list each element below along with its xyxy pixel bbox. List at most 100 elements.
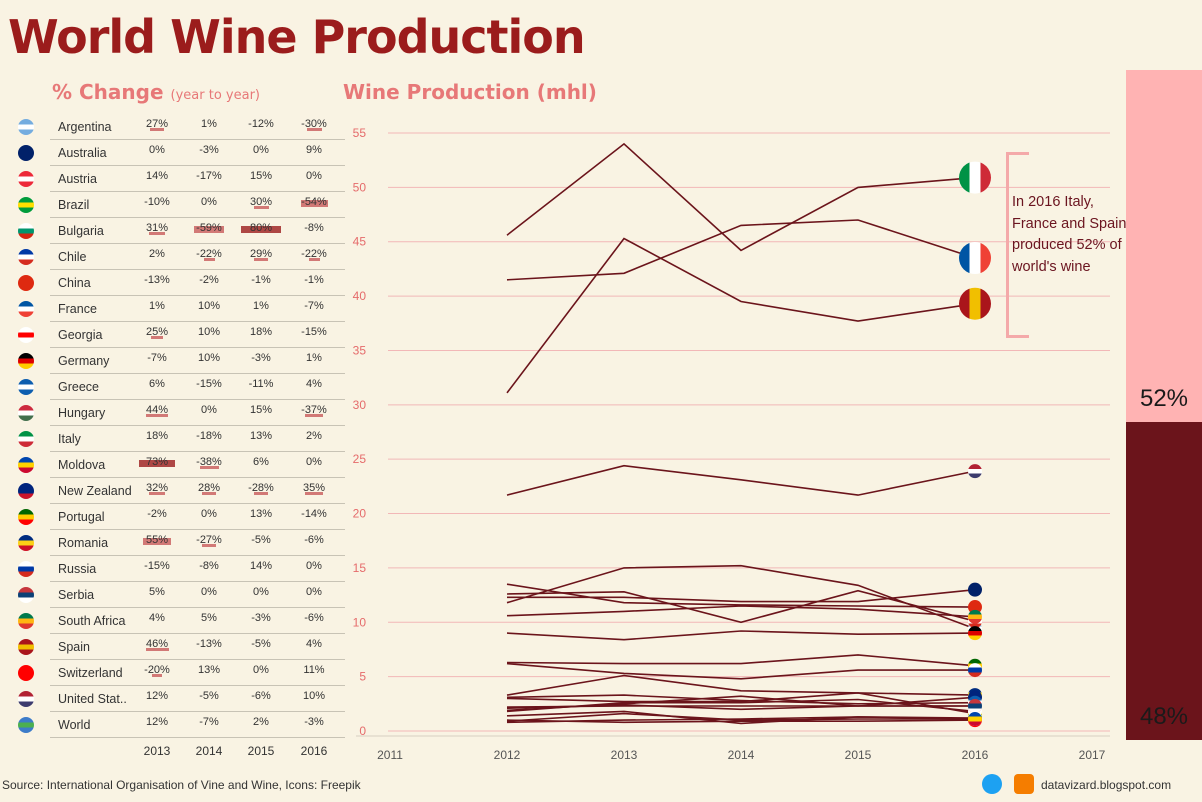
pct-cell: -6%: [304, 534, 324, 546]
share-top3-bar: [1126, 70, 1202, 422]
pct-cell: -6%: [304, 612, 324, 624]
table-row: Brazil -10% 0% 30% -54%: [0, 192, 345, 218]
country-name: China: [58, 276, 91, 290]
y-tick-label: 45: [353, 235, 367, 249]
country-name: Georgia: [58, 328, 103, 342]
country-name: Bulgaria: [58, 224, 104, 238]
share-rest-label: 48%: [1139, 703, 1189, 730]
x-tick-label: 2011: [377, 748, 403, 762]
page-title: World Wine Production: [8, 10, 586, 64]
pct-cell: 13%: [197, 664, 221, 676]
table-row: Austria 14% -17% 15% 0%: [0, 166, 345, 192]
pct-cell: 46%: [145, 638, 169, 651]
flag-icon: [18, 301, 34, 317]
pct-cell: -22%: [196, 248, 222, 261]
series-line-russia: [506, 662, 975, 680]
flag-icon: [18, 665, 34, 681]
blog-link[interactable]: datavizard.blogspot.com: [1041, 778, 1172, 792]
pct-cell: 0%: [201, 196, 217, 208]
pct-cell: 10%: [197, 300, 221, 312]
year-label: 2014: [195, 744, 223, 758]
pct-cell: 10%: [197, 326, 221, 338]
pct-cell: -1%: [251, 274, 271, 286]
flag-icon: [18, 249, 34, 265]
twitter-icon[interactable]: [982, 774, 1002, 794]
flag-icon: [18, 717, 34, 733]
pct-change-title: % Change: [52, 80, 164, 104]
pct-cell: -2%: [147, 508, 167, 520]
flag-marker-russia: [968, 663, 982, 678]
share-top3-label: 52%: [1139, 385, 1189, 412]
flag-marker-south-africa: [968, 609, 982, 624]
series-line-united-states: [506, 464, 976, 496]
pct-cell: 44%: [145, 404, 169, 417]
flag-marker-serbia: [968, 698, 982, 713]
flag-marker-germany: [968, 626, 982, 641]
pct-cell: -6%: [251, 690, 271, 702]
series-line-spain: [506, 237, 976, 394]
pct-cell: -28%: [248, 482, 274, 495]
pct-cell: 2%: [253, 716, 269, 728]
pct-cell: 1%: [149, 300, 165, 312]
y-tick-label: 10: [353, 615, 367, 629]
flag-marker-australia: [968, 582, 982, 597]
x-tick-label: 2017: [1079, 748, 1106, 762]
pct-cell: -5%: [199, 690, 219, 702]
pct-cell: 0%: [201, 404, 217, 416]
pct-change-years: 2013 2014 2015 2016: [0, 744, 345, 760]
series-line-greece: [506, 694, 976, 705]
pct-cell: -20%: [144, 664, 170, 677]
flag-icon: [18, 587, 34, 603]
series-line-france: [506, 219, 976, 281]
y-tick-label: 25: [353, 452, 367, 466]
flag-icon: [18, 405, 34, 421]
pct-cell: 1%: [253, 300, 269, 312]
flag-icon: [18, 457, 34, 473]
table-row: World 12% -7% 2% -3%: [0, 712, 345, 738]
country-name: Moldova: [58, 458, 106, 472]
series-line-georgia: [506, 716, 976, 724]
country-name: South Africa: [58, 614, 126, 628]
pct-cell: 55%: [134, 534, 180, 546]
flag-icon: [18, 483, 34, 499]
country-name: Austria: [58, 172, 97, 186]
pct-cell: -38%: [196, 456, 222, 469]
flag-marker-china: [968, 600, 982, 615]
flag-marker-united-states: [968, 464, 982, 479]
table-row: Argentina 27% 1% -12% -30%: [0, 114, 345, 140]
pct-cell: 2%: [306, 430, 322, 442]
x-tick-label: 2012: [494, 748, 521, 762]
pct-cell: -30%: [301, 118, 327, 131]
pct-cell: 30%: [249, 196, 273, 209]
series-line-germany: [506, 630, 976, 641]
pct-cell: 0%: [306, 560, 322, 572]
annotation-text: In 2016 Italy, France and Spain produced…: [1012, 194, 1127, 275]
pct-cell: -8%: [304, 222, 324, 234]
pct-cell: 29%: [249, 248, 273, 261]
country-name: Switzerland: [58, 666, 123, 680]
country-name: Greece: [58, 380, 99, 394]
pct-cell: 11%: [303, 664, 325, 676]
table-row: Spain 46% -13% -5% 4%: [0, 634, 345, 660]
flag-marker-italy: [959, 161, 991, 194]
source-footer: Source: International Organisation of Vi…: [2, 778, 361, 792]
pct-cell: -7%: [147, 352, 167, 364]
annotation-bracket: [1006, 152, 1029, 338]
y-tick-label: 15: [353, 561, 367, 575]
pct-cell: -7%: [199, 716, 219, 728]
blogger-icon[interactable]: [1014, 774, 1034, 794]
pct-cell: 10%: [197, 352, 221, 364]
chart-title: Wine Production (mhl): [343, 80, 597, 104]
flag-icon: [18, 145, 34, 161]
flag-icon: [18, 353, 34, 369]
pct-change-heading: % Change (year to year): [52, 80, 260, 104]
pct-cell: -37%: [301, 404, 327, 417]
y-tick-label: 35: [353, 343, 367, 357]
series-line-portugal: [506, 654, 976, 667]
flag-icon: [18, 223, 34, 239]
pct-cell: -10%: [144, 196, 170, 208]
pct-cell: 0%: [306, 456, 322, 468]
pct-cell: 27%: [145, 118, 169, 131]
table-row: France 1% 10% 1% -7%: [0, 296, 345, 322]
table-row: Greece 6% -15% -11% 4%: [0, 374, 345, 400]
